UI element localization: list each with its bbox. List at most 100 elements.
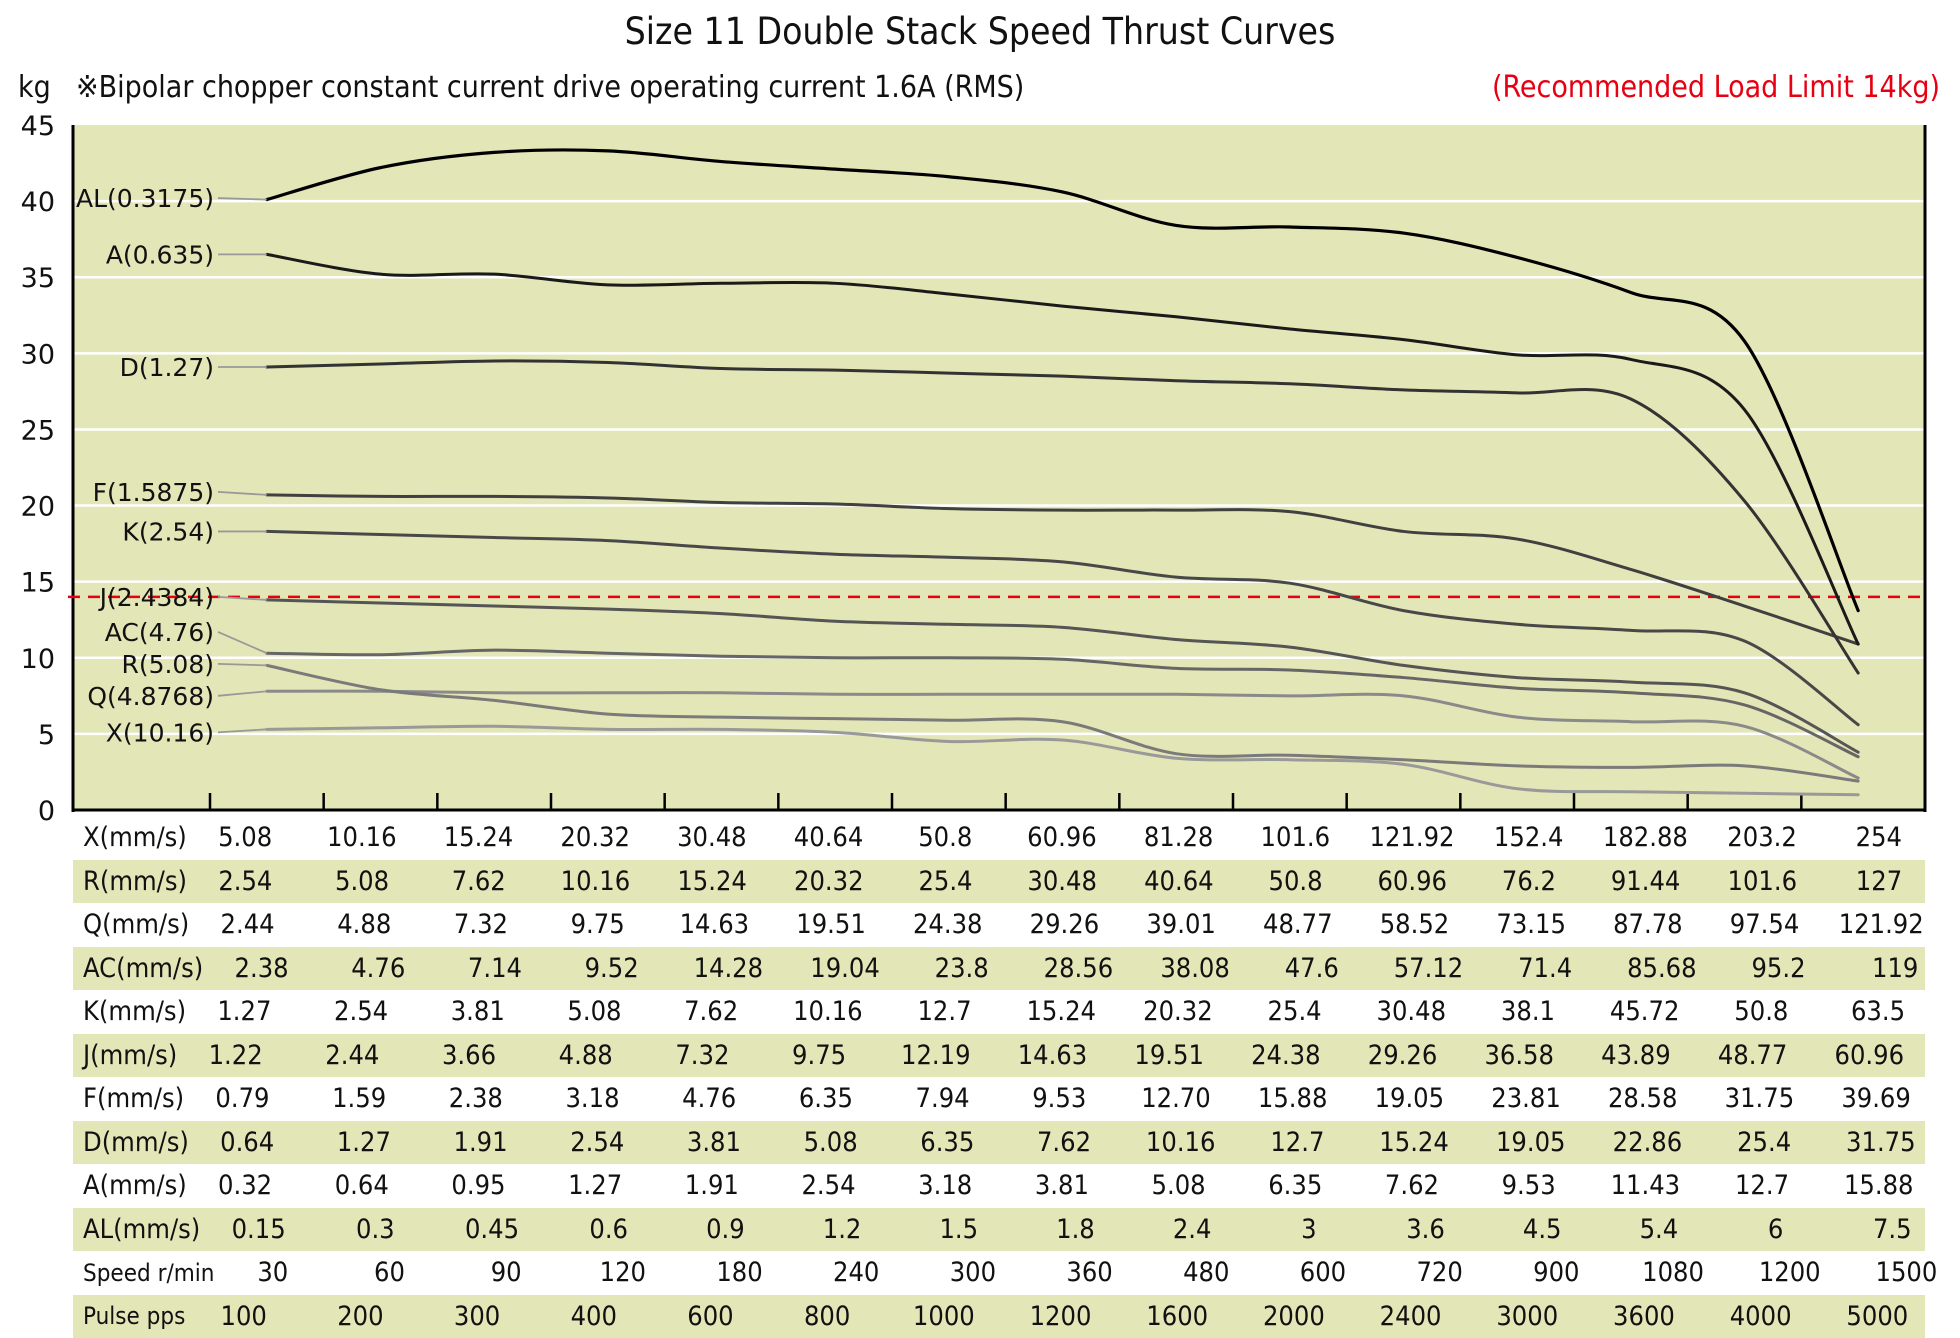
table-cell: 101.6: [1704, 866, 1821, 897]
table-cell: 3600: [1586, 1301, 1703, 1332]
table-cell: 2.54: [303, 996, 420, 1027]
row-label: X(mm/s): [73, 822, 187, 853]
table-cell: 121.92: [1823, 909, 1940, 940]
table-cell: 7.14: [437, 953, 554, 984]
table-cell: 7.32: [423, 909, 540, 940]
row-label: F(mm/s): [73, 1083, 184, 1114]
table-cell: 3.18: [887, 1170, 1004, 1201]
table-cell: 81.28: [1120, 822, 1237, 853]
table-cell: 25.4: [1236, 996, 1353, 1027]
y-tick-label: 35: [21, 263, 55, 294]
table-cell: 203.2: [1704, 822, 1821, 853]
table-cell: 4.76: [651, 1083, 768, 1114]
table-cell: 1.91: [422, 1127, 539, 1158]
table-cell: 38.1: [1470, 996, 1587, 1027]
series-label: F(1.5875): [93, 478, 214, 507]
table-cell: 101.6: [1237, 822, 1354, 853]
table-cell: 50.8: [1703, 996, 1820, 1027]
table-cell: 30.48: [1353, 996, 1470, 1027]
table-cell: 7.94: [884, 1083, 1001, 1114]
y-tick-label: 15: [21, 568, 55, 599]
series-label: K(2.54): [122, 517, 214, 546]
table-cell: 4000: [1702, 1301, 1819, 1332]
table-cell: 3.6: [1367, 1214, 1484, 1245]
table-cell: 38.08: [1137, 953, 1254, 984]
table-cell: 9.53: [1001, 1083, 1118, 1114]
table-cell: 30.48: [654, 822, 771, 853]
table-cell: 2.38: [417, 1083, 534, 1114]
table-cell: 63.5: [1820, 996, 1937, 1027]
table-cell: 1.91: [654, 1170, 771, 1201]
table-cell: 1200: [1002, 1301, 1119, 1332]
series-label: A(0.635): [106, 240, 214, 269]
table-cell: 3000: [1469, 1301, 1586, 1332]
table-cell: 48.77: [1239, 909, 1356, 940]
table-cell: 24.38: [1227, 1040, 1344, 1071]
y-tick-label: 5: [38, 720, 55, 751]
table-cell: 39.01: [1123, 909, 1240, 940]
table-cell: 2.44: [189, 909, 306, 940]
table-cell: 19.51: [1111, 1040, 1228, 1071]
table-cell: 36.58: [1461, 1040, 1578, 1071]
table-cell: 3: [1250, 1214, 1367, 1245]
table-cell: 7.62: [420, 866, 537, 897]
row-label: Pulse pps: [73, 1302, 185, 1330]
table-cell: 60.96: [1811, 1040, 1928, 1071]
series-label: AC(4.76): [105, 618, 214, 647]
table-cell: 97.54: [1706, 909, 1823, 940]
table-cell: 47.6: [1253, 953, 1370, 984]
table-cell: 30.48: [1004, 866, 1121, 897]
table-cell: 19.51: [773, 909, 890, 940]
table-cell: 10.16: [770, 996, 887, 1027]
table-cell: 39.69: [1818, 1083, 1935, 1114]
table-cell: 60.96: [1354, 866, 1471, 897]
table-cell: 3.66: [411, 1040, 528, 1071]
table-cell: 19.05: [1351, 1083, 1468, 1114]
table-cell: 120: [565, 1257, 682, 1288]
table-cell: 1080: [1615, 1257, 1732, 1288]
table-cell: 5.08: [536, 996, 653, 1027]
row-label: J(mm/s): [73, 1040, 177, 1071]
table-cell: 11.43: [1587, 1170, 1704, 1201]
table-cell: 23.81: [1468, 1083, 1585, 1114]
table-cell: 1.59: [301, 1083, 418, 1114]
table-cell: 20.32: [770, 866, 887, 897]
table-cell: 10.16: [537, 866, 654, 897]
table-cell: 0.45: [434, 1214, 551, 1245]
table-cell: 2.44: [294, 1040, 411, 1071]
y-tick-label: 30: [21, 339, 55, 370]
table-cell: 14.63: [656, 909, 773, 940]
table-cell: 29.26: [1006, 909, 1123, 940]
table-cell: 7.62: [1354, 1170, 1471, 1201]
table-cell: 360: [1031, 1257, 1148, 1288]
table-cell: 182.88: [1587, 822, 1704, 853]
y-tick-label: 20: [21, 492, 55, 523]
table-cell: 20.32: [1120, 996, 1237, 1027]
table-cell: 12.19: [877, 1040, 994, 1071]
table-cell: 4.88: [306, 909, 423, 940]
table-cell: 480: [1148, 1257, 1265, 1288]
table-cell: 600: [1265, 1257, 1382, 1288]
table-cell: 0.64: [303, 1170, 420, 1201]
table-cell: 71.4: [1487, 953, 1604, 984]
table-cell: 127: [1821, 866, 1938, 897]
table-cell: 29.26: [1344, 1040, 1461, 1071]
row-label: D(mm/s): [73, 1127, 189, 1158]
table-cell: 9.52: [553, 953, 670, 984]
table-cell: 2400: [1352, 1301, 1469, 1332]
table-cell: 254: [1820, 822, 1937, 853]
table-cell: 5.08: [772, 1127, 889, 1158]
y-tick-label: 25: [21, 415, 55, 446]
table-cell: 7.62: [653, 996, 770, 1027]
table-cell: 31.75: [1701, 1083, 1818, 1114]
table-cell: 1.8: [1017, 1214, 1134, 1245]
